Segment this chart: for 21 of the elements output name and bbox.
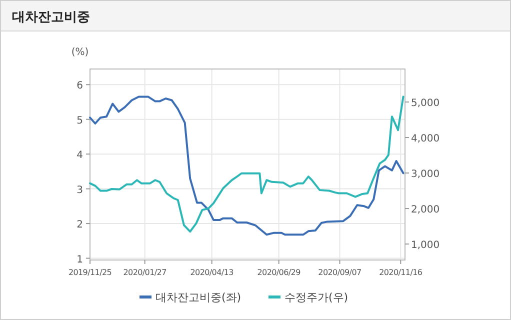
y-tick-label: 4 [76,150,83,162]
y-tick-label: 5 [76,115,83,126]
y-tick-label: 6 [76,80,83,92]
y-tick-label: 3 [76,184,83,196]
y2-tick-label: 1,000 [411,240,440,252]
y2-tick-label: 5,000 [411,98,440,110]
y-tick-label: 2 [76,220,83,231]
x-tick-label: 2020/09/07 [318,268,362,277]
chart-title: 대차잔고비중 [12,10,90,25]
y2-tick-label: 4,000 [411,134,440,145]
y-tick-label: 1 [76,254,83,266]
x-tick-label: 2019/11/25 [68,268,112,277]
y2-tick-label: 3,000 [411,169,440,180]
legend-label: 대차잔고비중(좌) [156,291,242,304]
x-tick-label: 2020/04/13 [190,268,234,277]
y-axis-title: (%) [71,47,89,58]
y2-tick-label: 2,000 [411,204,440,216]
x-tick-label: 2020/06/29 [257,268,301,277]
x-tick-label: 2020/01/27 [123,268,167,277]
x-tick-label: 2020/11/16 [379,268,422,277]
legend-label: 수정주가(우) [284,291,348,304]
